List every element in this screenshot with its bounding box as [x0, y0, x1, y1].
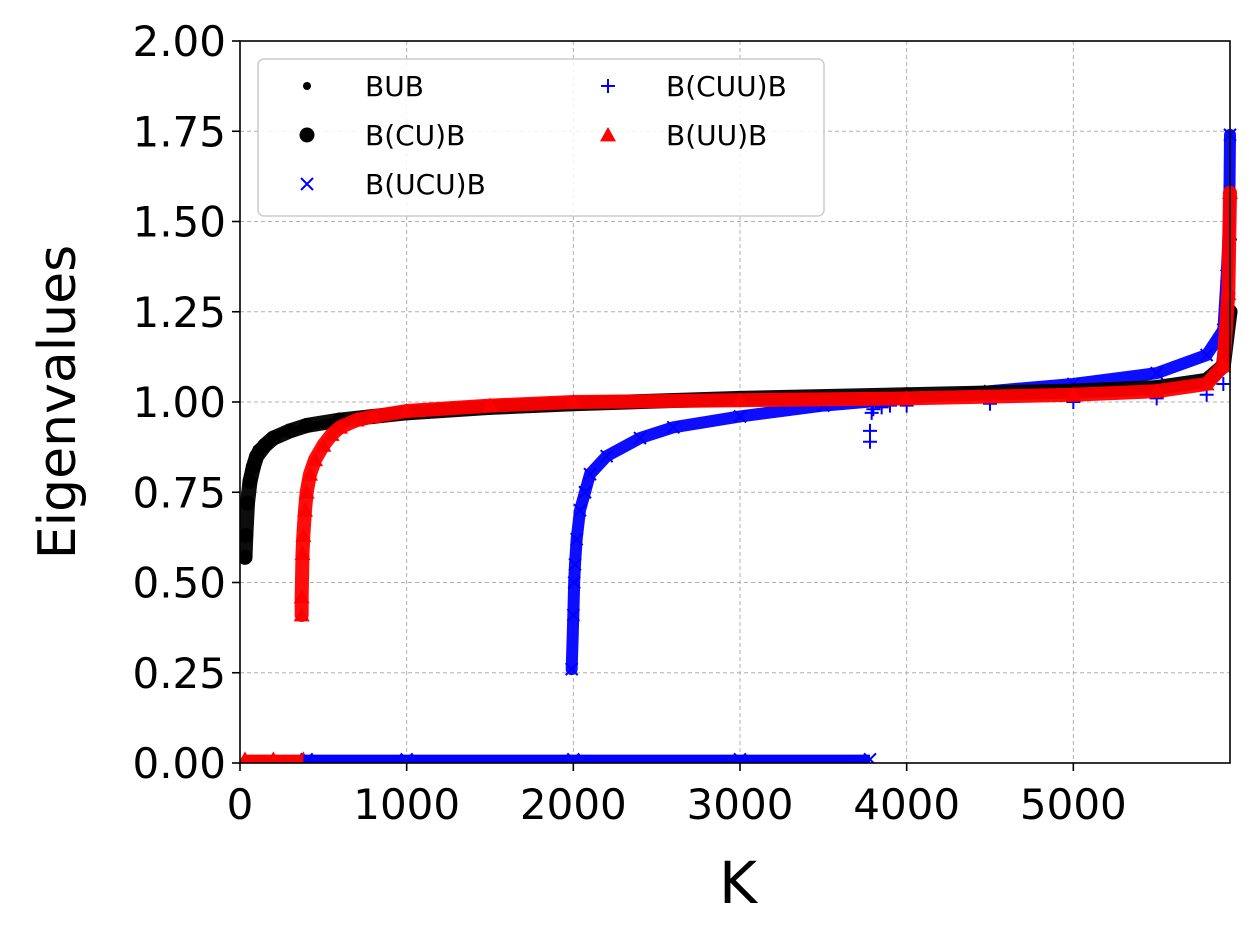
- data-point: [240, 528, 254, 544]
- data-point: [323, 426, 340, 441]
- data-point: [567, 575, 581, 590]
- x-tick-label: 1000: [353, 780, 460, 829]
- x-tick-label: 3000: [687, 780, 794, 829]
- data-point: [265, 430, 281, 446]
- y-tick-label: 0.00: [132, 739, 226, 788]
- data-point: [295, 527, 312, 542]
- data-point: [1220, 285, 1237, 301]
- data-point: [583, 467, 597, 481]
- data-point: [249, 448, 265, 464]
- data-point: [293, 588, 310, 604]
- legend-label: B(UU)B: [666, 119, 767, 152]
- data-point: [1215, 357, 1232, 373]
- series-density-band: [240, 304, 1238, 565]
- legend-marker: [601, 79, 615, 93]
- data-point: [302, 466, 318, 481]
- data-point: [1216, 376, 1231, 391]
- legend-label: B(CUU)B: [666, 70, 787, 103]
- data-point: [898, 390, 915, 405]
- data-point: [348, 412, 365, 427]
- legend-item: B(CU)B: [299, 119, 465, 152]
- data-point: [365, 408, 382, 423]
- data-point: [1065, 386, 1082, 402]
- data-point: [307, 451, 323, 467]
- axis-ticks: 0 1000 2000 3000 4000 5000 0.00 0.25 0.50 0.75 1.0…: [132, 17, 1126, 829]
- legend-item: B(UU)B: [600, 119, 767, 152]
- y-tick-label: 0.50: [132, 559, 226, 608]
- y-tick-label: 1.00: [132, 378, 226, 427]
- data-point: [599, 449, 614, 463]
- data-point: [566, 608, 581, 622]
- y-tick-label: 1.25: [132, 288, 226, 337]
- y-tick-label: 1.75: [132, 107, 226, 156]
- series-B(UCU)B: [299, 128, 1237, 763]
- data-point: [564, 662, 579, 676]
- y-tick-label: 2.00: [132, 17, 226, 66]
- series-density-band: [294, 185, 1237, 622]
- series-B(CU)B: [240, 304, 1238, 565]
- data-point: [1149, 366, 1164, 380]
- y-tick-label: 1.50: [132, 198, 226, 247]
- data-point: [573, 503, 587, 518]
- data-point: [299, 417, 315, 433]
- y-tick-label: 0.25: [132, 649, 226, 698]
- y-tick-label: 0.75: [132, 468, 226, 517]
- data-point: [666, 420, 681, 434]
- data-point: [732, 392, 748, 407]
- data-point: [298, 484, 315, 499]
- data-point: [633, 431, 647, 445]
- x-axis-title: K: [719, 849, 759, 917]
- data-point: [282, 423, 298, 439]
- data-point: [482, 397, 498, 413]
- legend-box: [257, 58, 825, 217]
- series-B(UU)B: [240, 184, 1238, 763]
- data-point: [565, 394, 582, 409]
- data-point: [578, 485, 592, 499]
- legend-item: B(CUU)B: [601, 70, 787, 103]
- data-point: [569, 532, 584, 546]
- x-tick-label: 2000: [520, 780, 627, 829]
- data-point: [332, 419, 348, 434]
- y-axis-title: Eigenvalues: [28, 245, 88, 559]
- x-tick-label: 0: [227, 780, 254, 829]
- data-point: [1148, 383, 1165, 398]
- legend-label: B(UCU)B: [365, 168, 486, 201]
- x-tick-label: 4000: [853, 780, 960, 829]
- legend-marker: [299, 127, 315, 143]
- data-point: [864, 405, 879, 420]
- series-BUB: [241, 289, 1234, 763]
- data-marks: [240, 128, 1238, 763]
- data-point: [297, 502, 313, 517]
- legend-item: B(UCU)B: [300, 168, 486, 201]
- legend-item: BUB: [303, 70, 424, 103]
- data-point: [1198, 375, 1215, 391]
- data-point: [293, 606, 310, 622]
- data-point: [242, 473, 258, 489]
- data-point: [398, 403, 415, 418]
- x-tick-label: 5000: [1020, 780, 1127, 829]
- series-density-band: [565, 128, 1236, 676]
- legend-marker: [303, 82, 311, 90]
- data-point: [733, 409, 747, 424]
- data-point: [240, 495, 255, 511]
- legend: BUB B(CU)B B(UCU)B B(CUU)B B(UU)B: [257, 58, 825, 217]
- data-point: [294, 545, 311, 561]
- data-point: [863, 423, 877, 438]
- legend-marker: [300, 177, 314, 191]
- data-point: [1199, 348, 1214, 362]
- legend-label: B(CU)B: [365, 119, 465, 152]
- data-point: [568, 557, 582, 572]
- legend-label: BUB: [365, 70, 424, 103]
- data-point: [240, 549, 253, 565]
- legend-marker: [600, 127, 616, 142]
- data-point: [315, 437, 332, 452]
- series-B(CUU)B: [863, 232, 1237, 449]
